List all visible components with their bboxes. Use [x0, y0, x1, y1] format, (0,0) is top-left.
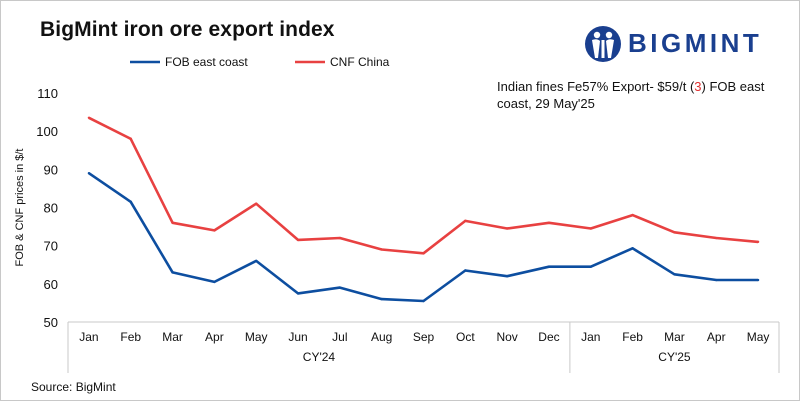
data-point — [213, 229, 216, 232]
annotation-text-end: ) FOB east coast, 29 May'25 — [497, 79, 765, 111]
x-tick-label: Jan — [79, 330, 98, 344]
legend-label: CNF China — [330, 55, 390, 69]
data-point — [380, 297, 383, 301]
x-tick-label: May — [747, 330, 770, 344]
data-point — [213, 280, 216, 284]
x-tick-label: Dec — [538, 330, 559, 344]
x-tick-label: May — [245, 330, 268, 344]
x-tick-label: Apr — [707, 330, 726, 344]
x-tick-label: Nov — [496, 330, 517, 344]
data-point — [631, 213, 634, 217]
x-tick-label: Feb — [622, 330, 643, 344]
y-tick-label: 60 — [44, 277, 58, 292]
y-axis-title: FOB & CNF prices in $/t — [14, 149, 26, 267]
x-tick-label: Sep — [413, 330, 435, 344]
data-point — [296, 292, 300, 295]
annotation-change: 3 — [694, 79, 702, 94]
source-note: Source: BigMint — [31, 380, 116, 394]
data-point — [715, 278, 718, 282]
data-point — [756, 278, 760, 282]
data-point — [464, 219, 467, 223]
y-tick-label: 90 — [44, 162, 58, 177]
y-axis: 50 60 70 80 90 100 110 — [36, 86, 779, 330]
x-tick-label: Mar — [162, 330, 183, 344]
annotation-text: Indian fines Fe57% Export- $59/t ( — [497, 79, 695, 94]
x-group-label: CY'25 — [658, 350, 691, 364]
data-point — [87, 116, 91, 120]
data-point — [505, 275, 509, 278]
legend: FOB east coast CNF China — [130, 55, 390, 69]
data-point — [422, 299, 425, 303]
data-point — [464, 269, 467, 272]
data-point — [338, 286, 342, 289]
y-tick-label: 110 — [37, 86, 58, 101]
y-tick-label: 80 — [44, 201, 58, 216]
x-tick-label: Jul — [332, 330, 347, 344]
chart-title: BigMint iron ore export index — [40, 18, 335, 41]
data-point — [673, 231, 676, 234]
data-point — [380, 248, 383, 251]
series-line-fob — [88, 172, 759, 303]
series-layer — [87, 116, 760, 303]
price-annotation: Indian fines Fe57% Export- $59/t (3) FOB… — [497, 78, 787, 112]
x-tick-label: Mar — [664, 330, 685, 344]
data-point — [255, 259, 258, 263]
series-line-cnf — [88, 116, 759, 255]
y-tick-label: 70 — [44, 239, 58, 254]
x-tick-label: Jun — [288, 330, 307, 344]
x-tick-label: Oct — [456, 330, 475, 344]
data-point — [756, 240, 760, 244]
data-point — [129, 200, 132, 203]
data-point — [673, 273, 676, 276]
x-axis: Jan Feb Mar Apr May Jun Jul Aug Sep Oct Nov Dec Jan F… — [67, 322, 780, 373]
data-point — [589, 265, 592, 268]
data-point — [631, 247, 634, 250]
data-point — [171, 221, 174, 224]
data-point — [505, 227, 509, 230]
y-tick-label: 50 — [44, 315, 58, 330]
data-point — [171, 271, 174, 274]
x-tick-label: Feb — [120, 330, 141, 344]
bigmint-logo: BIGMINT — [583, 24, 783, 64]
data-point — [547, 265, 551, 268]
logo-wordmark: BIGMINT — [628, 28, 763, 58]
bigmint-logo-icon — [585, 26, 621, 62]
x-group-label: CY'24 — [303, 350, 336, 364]
data-point — [87, 171, 91, 175]
legend-label: FOB east coast — [165, 55, 248, 69]
data-point — [338, 236, 342, 240]
x-tick-label: Aug — [371, 330, 392, 344]
data-point — [715, 236, 718, 240]
x-tick-label: Apr — [205, 330, 224, 344]
data-point — [547, 221, 551, 224]
y-tick-label: 100 — [36, 124, 58, 139]
data-point — [422, 252, 425, 255]
data-point — [589, 227, 592, 230]
data-point — [129, 137, 132, 140]
data-point — [296, 238, 300, 242]
data-point — [255, 202, 258, 205]
x-tick-label: Jan — [581, 330, 600, 344]
